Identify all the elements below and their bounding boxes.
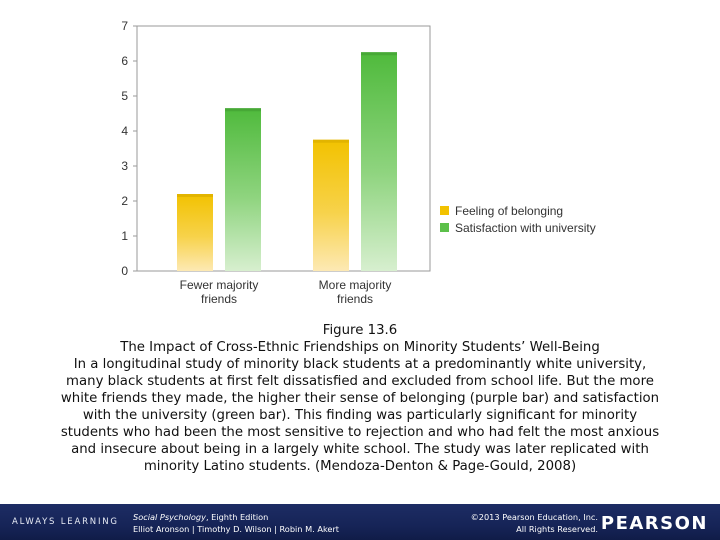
y-axis: 0 1 2 3 4 5 6 7 (121, 19, 137, 278)
bar (313, 139, 349, 271)
bar-top-edge (225, 108, 261, 112)
bars (177, 52, 397, 271)
always-learning-tagline: ALWAYS LEARNING (12, 517, 119, 527)
caption-line: with the university (green bar). This fi… (82, 408, 638, 423)
pearson-logo: PEARSON (600, 513, 708, 534)
figure-caption: Figure 13.6 The Impact of Cross-Ethnic F… (20, 322, 700, 475)
footer-bar: ALWAYS LEARNING Social Psychology, Eight… (0, 504, 720, 540)
y-tick-label: 7 (121, 19, 128, 33)
legend-swatch (440, 223, 449, 232)
y-tick-label: 1 (121, 229, 128, 243)
y-tick-label: 4 (121, 124, 128, 138)
copyright: ©2013 Pearson Education, Inc. All Rights… (471, 511, 598, 535)
x-category-label: Fewer majority (180, 278, 259, 292)
x-category-label: friends (337, 292, 373, 306)
caption-line: In a longitudinal study of minority blac… (73, 357, 647, 372)
copyright-line: All Rights Reserved. (516, 524, 598, 534)
y-tick-label: 3 (121, 159, 128, 173)
book-title: Social Psychology (133, 512, 206, 522)
book-citation: Social Psychology, Eighth Edition Elliot… (133, 511, 339, 535)
legend-label: Satisfaction with university (455, 221, 596, 235)
y-tick-label: 0 (121, 264, 128, 278)
copyright-line: ©2013 Pearson Education, Inc. (470, 512, 598, 522)
x-category-label: friends (201, 292, 237, 306)
legend-label: Feeling of belonging (455, 204, 563, 218)
book-edition: , Eighth Edition (205, 512, 269, 522)
figure-number: Figure 13.6 (322, 323, 398, 338)
legend-swatch (440, 206, 449, 215)
bar-top-edge (177, 194, 213, 197)
x-category-label: More majority (319, 278, 392, 292)
bar-top-edge (313, 139, 349, 143)
caption-line: white friends they made, the higher thei… (60, 391, 660, 406)
book-authors: Elliot Aronson | Timothy D. Wilson | Rob… (133, 524, 340, 534)
plot-frame (136, 25, 431, 272)
y-tick-label: 5 (121, 89, 128, 103)
bar (225, 108, 261, 271)
figure-title: The Impact of Cross-Ethnic Friendships o… (120, 340, 600, 355)
legend: Feeling of belonging Satisfaction with un… (440, 204, 596, 235)
caption-line: many black students at first felt dissat… (66, 374, 654, 389)
bar-top-edge (361, 52, 397, 56)
bar (177, 194, 213, 271)
caption-line: minority Latino students. (Mendoza-Dento… (143, 459, 577, 474)
caption-line: students who had been the most sensitive… (60, 425, 660, 440)
bar (361, 52, 397, 271)
caption-line: and insecure about being in a largely wh… (71, 442, 649, 457)
y-tick-label: 6 (121, 54, 128, 68)
y-tick-label: 2 (121, 194, 128, 208)
